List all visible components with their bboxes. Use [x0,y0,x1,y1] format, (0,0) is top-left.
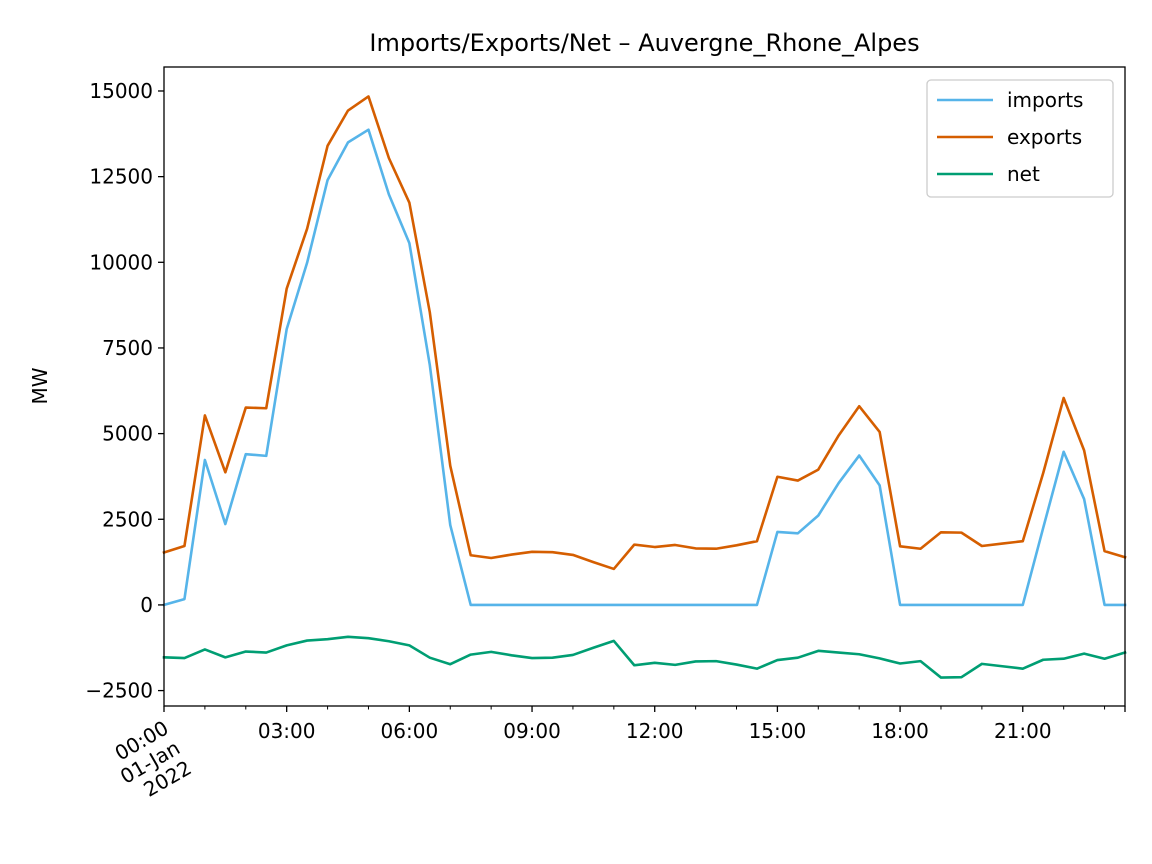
legend-box [926,79,1114,198]
y-axis: −2500 0 2500 5000 7500 10000 12500 15000 [85,79,164,703]
chart-title: Imports/Exports/Net – Auvergne_Rhone_Alp… [369,29,919,57]
y-tick-label: 15000 [89,79,153,103]
y-tick-label: 2500 [102,507,153,531]
y-tick-label: 12500 [89,165,153,189]
y-tick-label: 7500 [102,336,153,360]
x-tick-label: 21:00 [994,719,1052,743]
x-tick-label: 09:00 [503,719,561,743]
series-line-exports [162,95,1127,571]
y-tick-label: 5000 [102,422,153,446]
y-tick-label: 10000 [89,250,153,274]
series-line-net [162,635,1127,679]
x-tick-label: 12:00 [626,719,684,743]
y-tick-label: 0 [140,593,153,617]
legend-label-exports: exports [1007,125,1082,149]
x-tick-label: 15:00 [749,719,807,743]
plot-frame [163,66,1126,707]
series-line-imports [162,128,1127,607]
y-axis-label: MW [28,367,52,404]
x-tick-label: 03:00 [258,719,316,743]
x-axis: 00:0001-Jan2022 03:00 06:00 09:00 12:00 15:00… [105,706,1126,809]
legend-label-imports: imports [1007,88,1083,112]
y-tick-label: −2500 [85,679,153,703]
legend-label-net: net [1007,162,1040,186]
plot-area [162,66,1127,707]
x-tick-label: 00:0001-Jan2022 [105,716,196,809]
legend: imports exports net [926,79,1114,198]
x-tick-label: 06:00 [381,719,439,743]
x-tick-label: 18:00 [871,719,929,743]
